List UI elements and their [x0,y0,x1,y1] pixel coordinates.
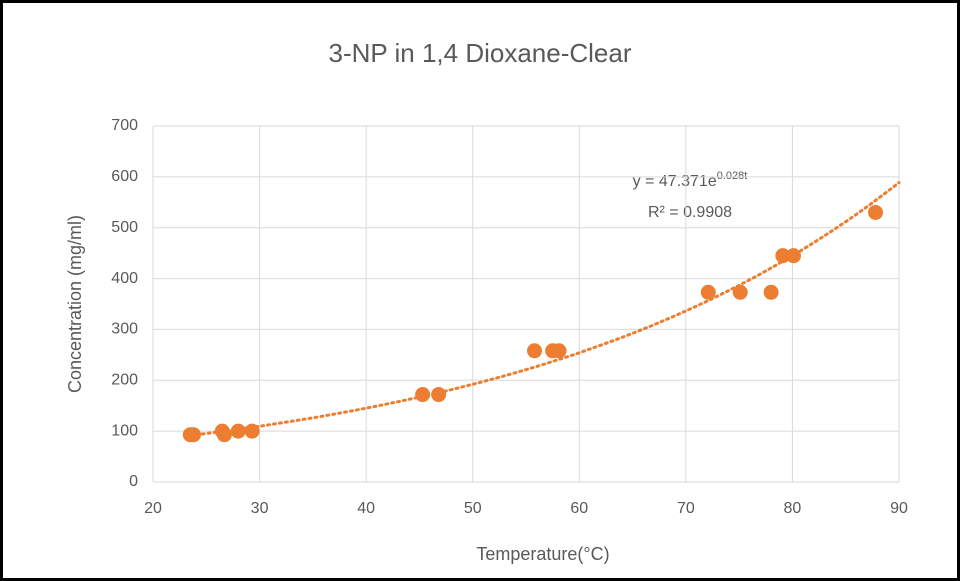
equation-base: y = 47.371e [633,173,717,190]
data-point [415,387,431,403]
r-squared: R² = 0.9908 [648,204,732,221]
data-point [216,427,232,443]
x-tick-label: 60 [570,500,588,517]
grid: 20 30 40 50 60 70 80 90 0 100 200 300 400 500 600 700 [111,117,908,517]
data-point [230,423,246,439]
data-point [185,427,201,443]
x-tick-label: 80 [784,500,802,517]
x-tick-label: 30 [251,500,269,517]
y-tick-label: 200 [111,372,138,389]
y-axis-label: Concentration (mg/ml) [65,215,85,393]
x-axis-label: Temperature(°C) [476,544,609,564]
y-tick-label: 700 [111,117,138,134]
y-tick-label: 100 [111,422,138,439]
x-tick-label: 50 [464,500,482,517]
marks [182,181,901,443]
data-point [785,248,801,264]
x-tick-label: 40 [357,500,375,517]
x-tick-label: 90 [890,500,908,517]
y-tick-label: 300 [111,321,138,338]
y-tick-label: 500 [111,219,138,236]
data-point [551,343,567,359]
trendline-equation: y = 47.371e0.028t [633,170,748,190]
data-point [732,284,748,300]
x-tick-label: 70 [677,500,695,517]
equation-exponent: 0.028t [717,170,748,182]
y-tick-label: 600 [111,168,138,185]
data-point [775,248,791,264]
data-point [700,284,716,300]
data-point [244,423,260,439]
y-tick-label: 0 [129,473,138,490]
data-point [868,204,884,220]
y-tick-label: 400 [111,270,138,287]
x-tick-label: 20 [144,500,162,517]
data-point [763,284,779,300]
chart-title: 3-NP in 1,4 Dioxane-Clear [329,38,632,68]
data-point [527,343,543,359]
data-point [431,387,447,403]
